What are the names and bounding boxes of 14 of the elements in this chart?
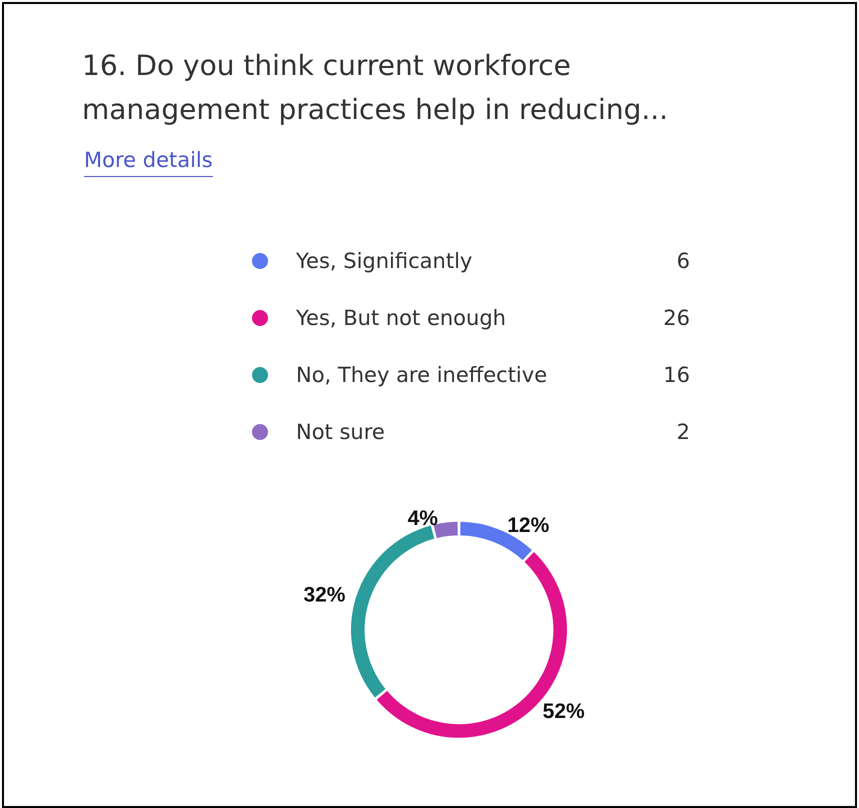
chart-title: 16. Do you think current workforce management practices help in reducing... [82,48,670,128]
text: More details [84,148,213,177]
text: 16 [663,362,690,389]
legend-label: No, They are ineffective [296,362,548,389]
text: 6 [676,248,690,275]
legend-label: Yes, Significantly [296,248,472,275]
data-label: 12% [507,514,550,538]
data-label: 52% [542,700,586,723]
legend-label: Yes, But not enough [296,305,506,332]
text: 26 [663,305,690,332]
data-label: 4% [408,507,438,530]
data-label: 32% [303,584,346,607]
legend-label: Not sure [296,419,385,446]
text: 2 [676,419,690,446]
